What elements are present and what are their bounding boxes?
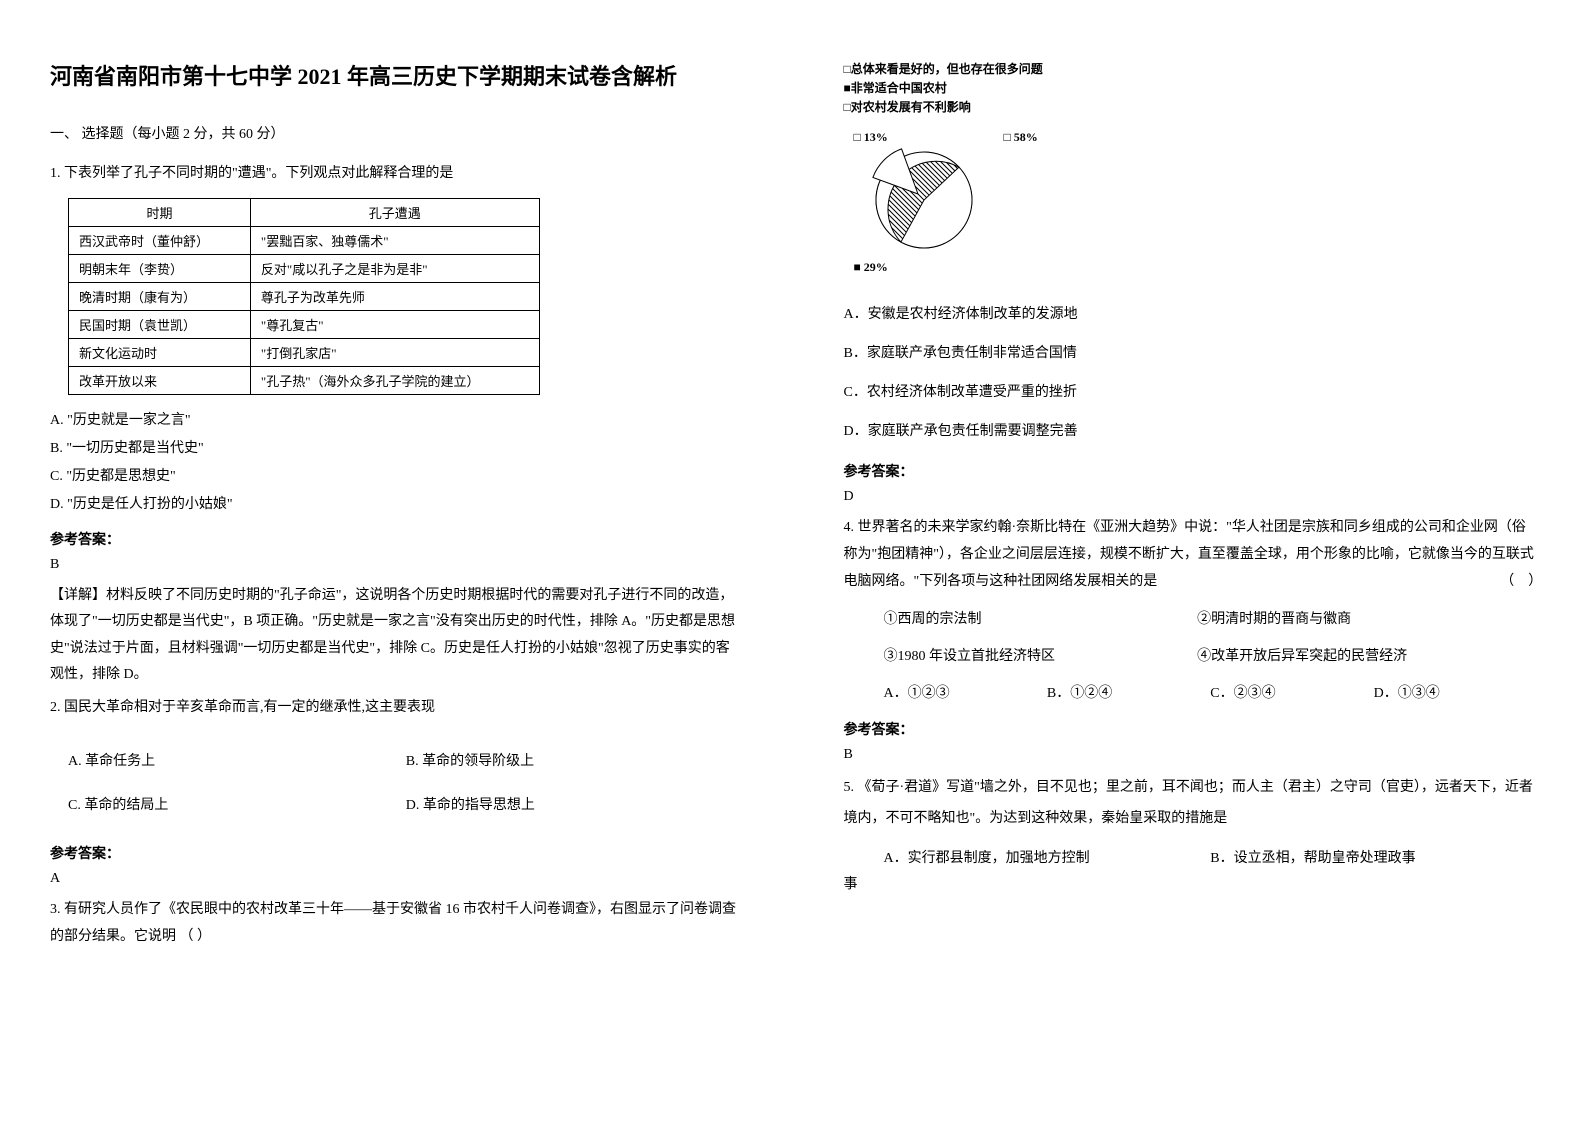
legend-item-2: ■非常适合中国农村: [844, 79, 1538, 98]
table-row: 民国时期（袁世凯）"尊孔复古": [69, 310, 540, 338]
q4-item-4: ④改革开放后异军突起的民营经济: [1197, 642, 1511, 673]
q2-answer-label: 参考答案：: [50, 843, 744, 863]
q3-answer-label: 参考答案：: [844, 461, 1538, 481]
q1-option-c: C. "历史都是思想史": [50, 463, 744, 491]
q3-legend: □总体来看是好的，但也存在很多问题 ■非常适合中国农村 □对农村发展有不利影响: [844, 60, 1538, 118]
q5-option-b: B．设立丞相，帮助皇帝处理政事: [1210, 845, 1537, 873]
q2-option-b: B. 革命的领导阶级上: [406, 740, 744, 785]
table-row: 明朝末年（李贽）反对"咸以孔子之是非为是非": [69, 254, 540, 282]
q1-table: 时期 孔子遭遇 西汉武帝时（董仲舒）"罢黜百家、独尊儒术" 明朝末年（李贽）反对…: [68, 198, 540, 395]
q4-answer-label: 参考答案：: [844, 719, 1538, 739]
q3-pie-chart: □ 13% □ 58%: [854, 130, 1538, 275]
q2-option-c: C. 革命的结局上: [68, 784, 406, 829]
q2-answer: A: [50, 871, 744, 887]
page-title: 河南省南阳市第十七中学 2021 年高三历史下学期期末试卷含解析: [50, 60, 744, 93]
pie-label-13: □ 13%: [854, 130, 894, 145]
pie-svg: [854, 145, 1014, 255]
q4-items-row2: ③1980 年设立首批经济特区 ④改革开放后异军突起的民营经济: [884, 642, 1538, 673]
table-row: 晚清时期（康有为）尊孔子为改革先师: [69, 282, 540, 310]
q1-answer-label: 参考答案：: [50, 529, 744, 549]
q1-option-a: A. "历史就是一家之言": [50, 407, 744, 435]
table-row: 时期 孔子遭遇: [69, 198, 540, 226]
q4-option-c: C．②③④: [1210, 679, 1373, 710]
q2-options: A. 革命任务上 B. 革命的领导阶级上 C. 革命的结局上 D. 革命的指导思…: [68, 740, 744, 830]
q5-tail: 事: [844, 873, 1538, 893]
q1-stem: 1. 下表列举了孔子不同时期的"遭遇"。下列观点对此解释合理的是: [50, 161, 744, 188]
q3-option-a: A．安徽是农村经济体制改革的发源地: [844, 295, 1538, 334]
section-heading: 一、 选择题（每小题 2 分，共 60 分）: [50, 123, 744, 143]
legend-item-3: □对农村发展有不利影响: [844, 98, 1538, 117]
q5-option-a: A．实行郡县制度，加强地方控制: [884, 845, 1211, 873]
q3-stem: 3. 有研究人员作了《农民眼中的农村改革三十年——基于安徽省 16 市农村千人问…: [50, 897, 744, 950]
q2-option-d: D. 革命的指导思想上: [406, 784, 744, 829]
table-row: 西汉武帝时（董仲舒）"罢黜百家、独尊儒术": [69, 226, 540, 254]
q2-stem: 2. 国民大革命相对于辛亥革命而言,有一定的继承性,这主要表现: [50, 695, 744, 722]
q3-option-b: B．家庭联产承包责任制非常适合国情: [844, 334, 1538, 373]
q4-stem: 4. 世界著名的未来学家约翰·奈斯比特在《亚洲大趋势》中说："华人社团是宗族和同…: [844, 515, 1538, 595]
left-column: 河南省南阳市第十七中学 2021 年高三历史下学期期末试卷含解析 一、 选择题（…: [0, 0, 794, 1122]
q1-options: A. "历史就是一家之言" B. "一切历史都是当代史" C. "历史都是思想史…: [50, 407, 744, 519]
q1-th-period: 时期: [69, 198, 251, 226]
q4-items-row1: ①西周的宗法制 ②明清时期的晋商与徽商: [884, 605, 1538, 636]
legend-item-1: □总体来看是好的，但也存在很多问题: [844, 60, 1538, 79]
q4-options: A．①②③ B．①②④ C．②③④ D．①③④: [884, 679, 1538, 710]
q3-options: A．安徽是农村经济体制改革的发源地 B．家庭联产承包责任制非常适合国情 C．农村…: [844, 295, 1538, 452]
right-column: □总体来看是好的，但也存在很多问题 ■非常适合中国农村 □对农村发展有不利影响 …: [794, 0, 1587, 1122]
pie-label-29: ■ 29%: [854, 260, 1538, 275]
q1-option-d: D. "历史是任人打扮的小姑娘": [50, 491, 744, 519]
q3-option-c: C．农村经济体制改革遭受严重的挫折: [844, 373, 1538, 412]
q5-options: A．实行郡县制度，加强地方控制 B．设立丞相，帮助皇帝处理政事: [884, 845, 1538, 873]
q4-option-a: A．①②③: [884, 679, 1047, 710]
q4-answer: B: [844, 747, 1538, 763]
q3-answer: D: [844, 489, 1538, 505]
table-row: 改革开放以来"孔子热"（海外众多孔子学院的建立）: [69, 366, 540, 394]
q1-option-b: B. "一切历史都是当代史": [50, 435, 744, 463]
q3-option-d: D．家庭联产承包责任制需要调整完善: [844, 412, 1538, 451]
q4-option-b: B．①②④: [1047, 679, 1210, 710]
q1-explain: 【详解】材料反映了不同历史时期的"孔子命运"，这说明各个历史时期根据时代的需要对…: [50, 583, 744, 689]
q4-item-2: ②明清时期的晋商与徽商: [1197, 605, 1511, 636]
q5-stem: 5. 《荀子·君道》写道"墙之外，目不见也；里之前，耳不闻也；而人主（君主）之守…: [844, 773, 1538, 835]
q1-th-encounter: 孔子遭遇: [250, 198, 539, 226]
table-row: 新文化运动时"打倒孔家店": [69, 338, 540, 366]
q4-option-d: D．①③④: [1374, 679, 1537, 710]
q1-answer: B: [50, 557, 744, 573]
q4-item-3: ③1980 年设立首批经济特区: [884, 642, 1198, 673]
pie-label-58: □ 58%: [1004, 130, 1038, 145]
q4-item-1: ①西周的宗法制: [884, 605, 1198, 636]
q2-option-a: A. 革命任务上: [68, 740, 406, 785]
